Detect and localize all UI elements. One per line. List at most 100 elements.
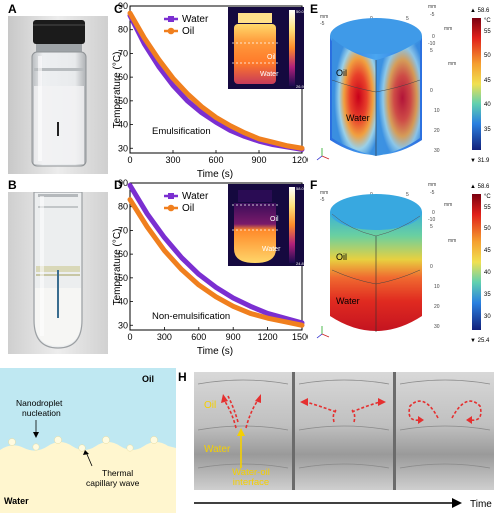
colorbar-max-e: ▲ 58.6 <box>470 8 490 14</box>
y-tick-label-c-5: 80 <box>118 25 128 35</box>
y-tick-label-d-3: 60 <box>118 249 128 259</box>
colorbar-unit-f: °C <box>484 194 491 200</box>
thermal-inset-c: 50.0 26.9 Oil Water <box>228 7 305 89</box>
legend-label-water-c: Water <box>182 14 209 25</box>
axis-val-e-6: -10 <box>428 41 435 47</box>
axis-val-e-4: 0 <box>432 34 435 40</box>
x-tick-label-c-3: 900 <box>251 155 266 165</box>
vial-photo-a <box>8 16 108 174</box>
photo-sequence-h: Oil Water Water-oil interface <box>194 372 494 490</box>
nanodroplets <box>8 436 158 452</box>
x-tick-label-d-3: 900 <box>226 332 241 342</box>
axis-unit-f-4: mm <box>448 238 456 244</box>
colorbar-min-e: ▼ 31.9 <box>470 158 490 164</box>
sim-label-oil-e: Oil <box>336 68 347 78</box>
axis-val-f-6: -10 <box>428 217 435 223</box>
x-tick-label-c-2: 600 <box>208 155 223 165</box>
y-tick-label-d-0: 30 <box>118 320 128 330</box>
axis-val-f-4: 0 <box>432 210 435 216</box>
chart-annotation-d: Non-emulsification <box>152 311 230 322</box>
legend-marker-water-d <box>168 193 174 199</box>
x-tick-label-d-0: 0 <box>127 332 132 342</box>
x-tick-label-c-0: 0 <box>127 155 132 165</box>
water-region <box>0 442 176 513</box>
panel-label-h: H <box>178 370 187 384</box>
convection-arrows-1 <box>223 395 259 429</box>
axis-val-f-7: 0 <box>430 264 433 270</box>
y-tick-label-d-2: 50 <box>118 273 128 283</box>
colorbar-tick-f-4: 35 <box>484 292 491 298</box>
sim-label-water-e: Water <box>346 113 370 123</box>
colorbar-unit-e: °C <box>484 18 491 24</box>
axis-triad-f <box>316 326 330 339</box>
legend-marker-water-c <box>168 16 174 22</box>
panel-label-f: F <box>310 178 318 192</box>
chart-d: 0 300 600 900 1200 1500 30 40 50 60 70 80 90 Time (s… <box>112 178 308 357</box>
y-tick-label-d-5: 80 <box>118 202 128 212</box>
axis-val-f-0: -5 <box>320 197 325 203</box>
x-tick-label-d-5: 1500 <box>292 332 308 342</box>
colorbar-e <box>472 18 481 150</box>
tube-photo-b <box>8 192 108 354</box>
axis-val-e-3: -5 <box>430 12 435 18</box>
inset-scale-max-d: 58.0 <box>296 186 305 191</box>
label-nucleation: Nanodroplet nucleation <box>16 398 63 418</box>
y-tick-label-c-4: 70 <box>118 48 128 58</box>
colorbar-max-f: ▲ 58.6 <box>470 184 490 190</box>
legend-label-water-d: Water <box>182 191 209 202</box>
axis-unit-f-3: mm <box>444 202 452 208</box>
axis-val-f-10: 30 <box>434 324 440 330</box>
axis-val-f-3: -5 <box>430 190 435 196</box>
sim-label-water-f: Water <box>336 296 360 306</box>
axis-unit-e-2: mm <box>428 4 436 10</box>
schematic-g: Oil Water Nanodroplet nucleation Thermal c… <box>0 368 176 513</box>
axis-val-f-9: 20 <box>434 304 440 310</box>
colorbar-tick-f-3: 40 <box>484 270 491 276</box>
axis-val-e-8: 10 <box>434 108 440 114</box>
panel-label-c: C <box>114 2 123 16</box>
y-tick-label-c-0: 30 <box>118 143 128 153</box>
sim-label-oil-f: Oil <box>336 252 347 262</box>
axis-unit-f-1: mm <box>320 190 328 196</box>
convection-arrows-2 <box>305 401 381 423</box>
x-axis-label-c: Time (s) <box>197 169 233 180</box>
axis-unit-f-2: mm <box>428 182 436 188</box>
axis-val-e-2: 5 <box>406 16 409 22</box>
colorbar-tick-e-4: 35 <box>484 127 491 133</box>
axis-unit-e-4: mm <box>448 61 456 67</box>
label-water-h: Water <box>204 444 231 455</box>
chart-c: 0 300 600 900 1200 30 40 50 60 70 80 90 Time (s) Te… <box>112 1 308 180</box>
axis-unit-e-1: mm <box>320 14 328 20</box>
x-tick-label-d-1: 300 <box>157 332 172 342</box>
legend-marker-oil-c <box>167 27 175 35</box>
panel-label-b: B <box>8 178 17 192</box>
y-axis-label-c: Temperature (°C) <box>112 52 123 129</box>
colorbar-tick-f-1: 50 <box>484 226 491 232</box>
y-axis-label-d: Temperature (°C) <box>112 229 123 306</box>
legend-marker-oil-d <box>167 204 175 212</box>
interface-arrow <box>237 428 245 468</box>
y-tick-label-c-3: 60 <box>118 72 128 82</box>
label-wave: Thermal capillary wave <box>86 468 140 488</box>
panel-label-e: E <box>310 2 319 16</box>
x-tick-label-c-1: 300 <box>165 155 180 165</box>
axis-val-e-0: -5 <box>320 21 325 27</box>
wave-arrow <box>85 451 93 467</box>
colorbar-tick-f-5: 30 <box>484 314 491 320</box>
axis-val-e-10: 30 <box>434 148 440 154</box>
axis-unit-e-3: mm <box>444 26 452 32</box>
panel-label-d: D <box>114 178 123 192</box>
x-axis-label-d: Time (s) <box>197 346 233 357</box>
colorbar-min-f: ▼ 25.4 <box>470 338 490 344</box>
colorbar-tick-f-2: 45 <box>484 248 491 254</box>
y-tick-label-c-1: 40 <box>118 120 128 130</box>
time-label: Time <box>470 499 492 510</box>
panel-label-a: A <box>8 2 17 16</box>
series-oil-d <box>127 197 305 328</box>
simulation-f: mm -5 0 5 mm -5 0 5 mm mm -10 0 10 20 30… <box>316 182 491 344</box>
colorbar-tick-f-0: 55 <box>484 205 491 211</box>
thermal-inset-d: 58.0 24.8 Oil Water <box>228 184 305 266</box>
inset-label-oil-c: Oil <box>267 54 276 61</box>
y-tick-label-d-6: 90 <box>118 178 128 188</box>
x-tick-label-d-2: 600 <box>191 332 206 342</box>
